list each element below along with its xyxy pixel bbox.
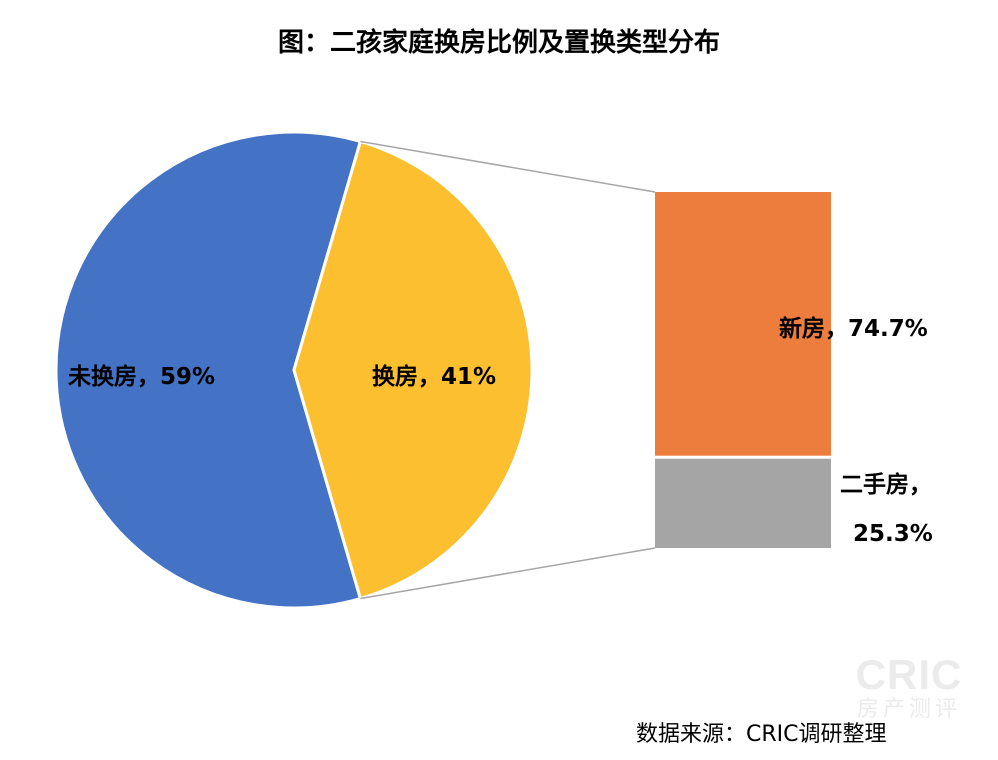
- watermark: CRIC 房产测评: [848, 654, 970, 720]
- connector-lines: [360, 140, 656, 600]
- bar-segment-new-house: [655, 192, 831, 456]
- pie-slice-not-moved: [54, 130, 363, 610]
- pie: [54, 130, 534, 610]
- label-new-house: 新房，74.7%: [779, 315, 928, 342]
- pie-slice-moved: [292, 139, 534, 601]
- watermark-main: CRIC: [855, 651, 963, 698]
- label-moved: 换房，41%: [372, 363, 496, 390]
- chart-title: 图：二孩家庭换房比例及置换类型分布: [277, 28, 720, 58]
- stacked-bar: [655, 192, 831, 548]
- source-note: 数据来源：CRIC调研整理: [636, 722, 887, 747]
- label-not-moved: 未换房，59%: [68, 363, 215, 390]
- connector-bottom: [360, 547, 656, 600]
- watermark-sub: 房产测评: [856, 696, 961, 721]
- bar-segment-second-hand: [655, 458, 831, 548]
- data-labels: 未换房，59% 换房，41% 新房，74.7% 二手房， 25.3%: [68, 315, 933, 547]
- label-second-hand-line1: 二手房，: [840, 471, 932, 498]
- connector-top: [360, 140, 656, 193]
- label-second-hand-line2: 25.3%: [853, 521, 933, 547]
